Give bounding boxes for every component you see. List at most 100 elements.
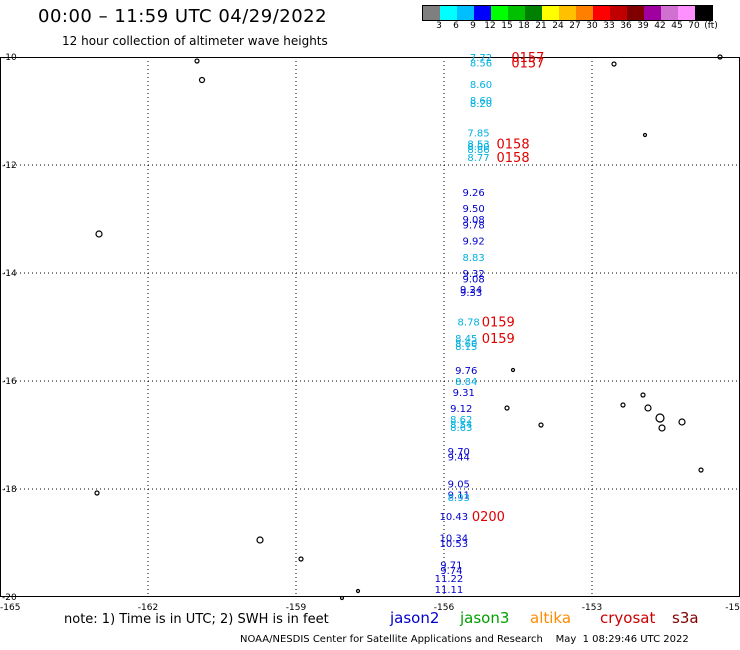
swh-value-label: 8.77 <box>467 153 489 164</box>
colorbar-legend <box>422 5 713 21</box>
island-outline <box>510 367 516 373</box>
swh-value-label: 9.50 <box>462 204 484 215</box>
colorbar-label: 27 <box>569 21 581 31</box>
island-outline <box>655 413 665 423</box>
colorbar-label: 6 <box>453 21 459 31</box>
legend-jason2: jason2 <box>390 609 440 627</box>
swh-value-label: 8.63 <box>450 423 472 434</box>
colorbar-swatch <box>576 6 593 20</box>
page-title: 00:00 – 11:59 UTC 04/29/2022 <box>38 6 328 27</box>
footer-note: note: 1) Time is in UTC; 2) SWH is in fe… <box>64 612 329 627</box>
swh-value-label: 8.56 <box>470 58 492 69</box>
credit-line: NOAA/NESDIS Center for Satellite Applica… <box>240 634 689 645</box>
x-tick-label: -159 <box>286 603 307 613</box>
swh-value-label: 8.83 <box>462 253 484 264</box>
x-tick-label: -15 <box>725 603 740 613</box>
colorbar-label: 33 <box>603 21 615 31</box>
colorbar-label: 18 <box>518 21 530 31</box>
swh-value-label: 8.93 <box>448 493 470 504</box>
swh-value-label: 8.20 <box>470 99 492 110</box>
colorbar-swatch <box>457 6 474 20</box>
colorbar-swatch <box>423 6 440 20</box>
island-outline <box>620 402 626 408</box>
colorbar-swatch <box>593 6 610 20</box>
colorbar-label: 9 <box>470 21 476 31</box>
swh-value-label: 8.15 <box>455 342 477 353</box>
swh-value-label: 9.32 <box>462 269 484 280</box>
colorbar-label: 42 <box>654 21 666 31</box>
time-label: 0200 <box>472 510 505 525</box>
island-outline <box>642 132 648 138</box>
island-outline <box>298 556 304 562</box>
colorbar-swatch <box>627 6 644 20</box>
y-tick-label: -18 <box>2 485 17 495</box>
swh-value-label: 8.78 <box>458 318 480 329</box>
swh-value-label: 10.53 <box>440 539 469 550</box>
time-label: 0159 <box>482 316 515 331</box>
swh-value-label: 9.71 <box>440 561 462 572</box>
colorbar-swatch <box>542 6 559 20</box>
swh-value-label: 11.11 <box>435 585 464 596</box>
swh-value-label: 9.33 <box>460 288 482 299</box>
y-tick-label: -14 <box>2 269 17 279</box>
island-outline <box>355 588 361 594</box>
swh-value-label: 10.34 <box>440 534 469 545</box>
colorbar-swatch <box>661 6 678 20</box>
island-outline <box>717 54 723 60</box>
swh-value-label: 9.76 <box>455 366 477 377</box>
x-tick-label: -156 <box>434 603 455 613</box>
swh-value-label: 9.31 <box>453 388 475 399</box>
swh-value-label: 9.05 <box>448 480 470 491</box>
colorbar-swatch <box>695 6 712 20</box>
colorbar-swatch <box>474 6 491 20</box>
swh-value-label: 8.86 <box>467 145 489 156</box>
island-outline <box>194 58 200 64</box>
swh-value-label: 7.72 <box>470 53 492 64</box>
swh-value-label: 9.26 <box>462 188 484 199</box>
time-label: 0158 <box>497 151 530 166</box>
island-outline <box>611 61 617 67</box>
island-outline <box>698 467 704 473</box>
x-tick-label: -162 <box>138 603 158 613</box>
island-outline <box>95 230 103 238</box>
island-outline <box>640 392 646 398</box>
swh-value-label: 9.08 <box>462 215 484 226</box>
colorbar-label: 39 <box>637 21 649 31</box>
time-label: 0159 <box>482 332 515 347</box>
colorbar-swatch <box>491 6 508 20</box>
colorbar-swatch <box>678 6 695 20</box>
colorbar-swatch <box>440 6 457 20</box>
swh-value-label: 8.45 <box>455 334 477 345</box>
island-outline <box>339 595 345 601</box>
colorbar-label: 15 <box>501 21 513 31</box>
swh-value-label: 8.84 <box>455 377 477 388</box>
time-label: 0157 <box>511 51 544 66</box>
swh-value-label: 8.60 <box>455 339 477 350</box>
swh-value-label: 8.53 <box>467 139 489 150</box>
swh-value-label: 10.43 <box>440 512 469 523</box>
swh-value-label: 9.92 <box>462 237 484 248</box>
colorbar-swatch <box>508 6 525 20</box>
swh-value-label: 9.70 <box>448 447 470 458</box>
swh-value-label: 8.54 <box>450 420 472 431</box>
x-tick-label: -153 <box>582 603 602 613</box>
legend-jason3: jason3 <box>460 609 510 627</box>
legend-s3a: s3a <box>672 609 699 627</box>
colorbar-swatch <box>644 6 661 20</box>
swh-value-label: 9.08 <box>462 274 484 285</box>
map-frame <box>0 57 740 597</box>
page-subtitle: 12 hour collection of altimeter wave hei… <box>62 34 328 48</box>
swh-value-label: 9.74 <box>440 566 462 577</box>
colorbar-label: 12 <box>484 21 496 31</box>
y-tick-label: -20 <box>2 593 17 603</box>
x-tick-label: -165 <box>0 603 20 613</box>
colorbar-label: 24 <box>552 21 564 31</box>
swh-value-label: 7.85 <box>467 129 489 140</box>
swh-value-label: 11.22 <box>435 574 464 585</box>
y-tick-label: -10 <box>2 53 17 63</box>
island-outline <box>678 418 686 426</box>
colorbar-label: 70 <box>688 21 700 31</box>
swh-value-label: 9.44 <box>448 453 470 464</box>
colorbar-label: 21 <box>535 21 547 31</box>
